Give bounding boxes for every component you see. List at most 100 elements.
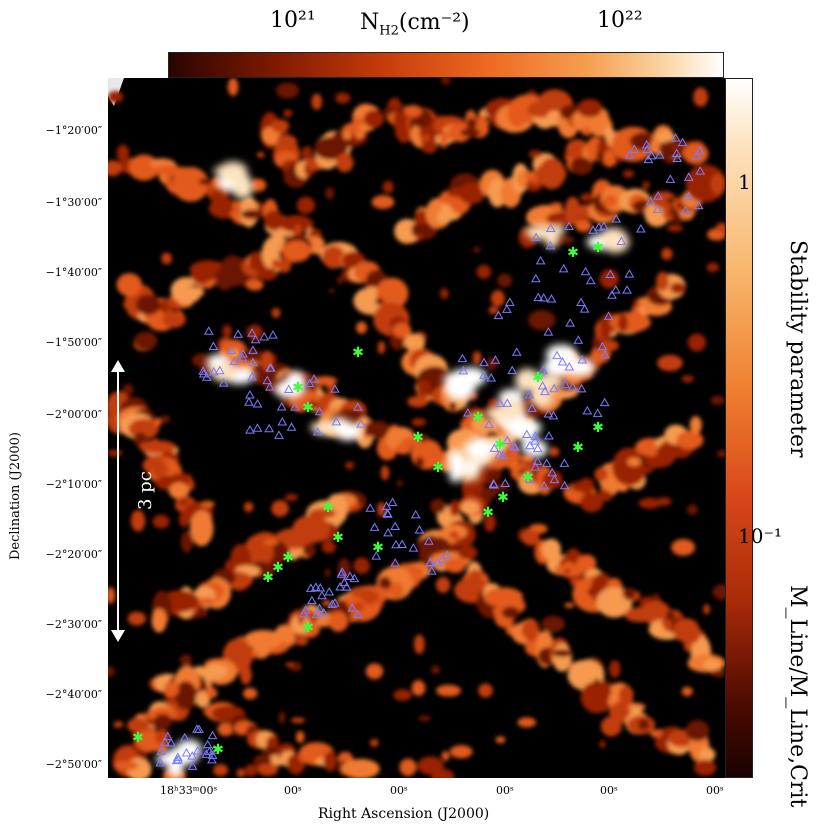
filament-blob (716, 449, 725, 458)
star-marker: ✱ (262, 570, 274, 586)
filament-blob (411, 680, 426, 696)
triangle-marker (276, 401, 287, 411)
filament-blob (378, 576, 392, 590)
filament-blob (266, 735, 279, 748)
triangle-marker (484, 419, 494, 429)
filament-blob (200, 500, 215, 508)
star-marker: ✱ (292, 380, 304, 396)
filament-blob (522, 529, 540, 546)
triangle-marker (576, 383, 587, 393)
triangle-marker (507, 365, 518, 375)
triangle-marker (599, 397, 610, 407)
filament-blob (449, 745, 473, 759)
triangle-marker (245, 390, 255, 399)
filament-blob (469, 569, 483, 581)
filament-blob (580, 193, 593, 203)
filament-blob (612, 447, 647, 486)
triangle-marker (314, 603, 325, 612)
filament-blob (476, 486, 483, 495)
filament-blob (404, 104, 422, 118)
triangle-marker (250, 334, 261, 344)
filament-blob (484, 513, 496, 532)
star-marker: ✱ (522, 470, 534, 486)
triangle-marker (490, 355, 501, 364)
filament-blob (549, 202, 563, 210)
scale-bar (111, 360, 125, 642)
triangle-markers (155, 133, 706, 770)
side-colorbar-tick-1: 1 (738, 170, 751, 194)
filament-blob (476, 264, 492, 279)
filament-blob (365, 663, 384, 680)
filament-blob (355, 321, 368, 334)
triangle-marker (247, 328, 257, 337)
triangle-marker (691, 150, 702, 160)
filament-blob (681, 375, 694, 383)
filament-blob (686, 504, 698, 515)
filament-blob (687, 333, 707, 352)
filament-blob (179, 654, 192, 666)
filament-blob (271, 500, 289, 517)
filament-blob (256, 151, 265, 158)
filament-blob (548, 446, 560, 457)
triangle-marker (588, 225, 598, 234)
triangle-marker (262, 375, 273, 385)
filament-blob (441, 750, 450, 761)
dense-core-blob (285, 371, 306, 390)
filament-blob (715, 222, 725, 233)
filament-blob (466, 117, 477, 130)
star-marker: ✱ (412, 430, 424, 446)
filament-blob (303, 543, 317, 557)
filament-blob (328, 288, 335, 294)
filament-blob (130, 509, 146, 532)
filament-blob (246, 279, 264, 291)
triangle-marker (502, 304, 512, 313)
filament-blob (108, 586, 116, 604)
filament-blob (478, 683, 493, 698)
dense-core-blob (509, 418, 542, 437)
triangle-marker (266, 363, 276, 372)
filament-blob (449, 401, 457, 412)
filament-blob (290, 717, 305, 724)
star-marker: ✱ (494, 437, 506, 453)
filament-blob (417, 756, 444, 775)
filament-blob (571, 481, 594, 492)
triangle-marker (610, 285, 621, 294)
filament-blob (389, 581, 404, 600)
filament-blob (617, 313, 628, 333)
filament-blob (108, 90, 124, 103)
dense-core-blob (485, 405, 519, 422)
x-tick-4: 00ˢ (496, 784, 514, 797)
filament-blob (710, 173, 725, 195)
filament-blob (325, 187, 335, 200)
filament-blob (261, 350, 273, 372)
filament-blob (301, 146, 313, 162)
x-tick-2: 00ˢ (284, 784, 302, 797)
triangle-marker (489, 480, 499, 489)
star-marker: ✱ (592, 420, 604, 436)
x-tick-1: 18ʰ33ᵐ00ˢ (160, 784, 218, 797)
triangle-marker (695, 166, 706, 175)
filament-blob (472, 246, 481, 253)
triangle-marker (493, 310, 504, 320)
triangle-marker (307, 595, 317, 605)
triangle-marker (160, 737, 170, 746)
filament-blob (179, 497, 188, 506)
triangle-marker (494, 449, 505, 459)
filament-blob (243, 687, 258, 700)
filament-blob (336, 276, 344, 285)
filament-blob (689, 416, 702, 435)
triangle-marker (311, 609, 322, 618)
triangle-marker (532, 443, 543, 453)
filament-blob (256, 267, 278, 281)
triangle-marker (559, 480, 570, 490)
triangle-marker (577, 354, 588, 364)
triangle-marker (252, 398, 263, 408)
filament-blob (284, 493, 299, 501)
filament-blob (436, 684, 462, 697)
triangle-marker (299, 608, 309, 618)
triangle-marker (248, 357, 258, 366)
filament-blob (399, 758, 417, 777)
star-marker: ✱ (472, 410, 484, 426)
triangle-marker (646, 150, 657, 160)
triangle-marker (629, 144, 640, 153)
